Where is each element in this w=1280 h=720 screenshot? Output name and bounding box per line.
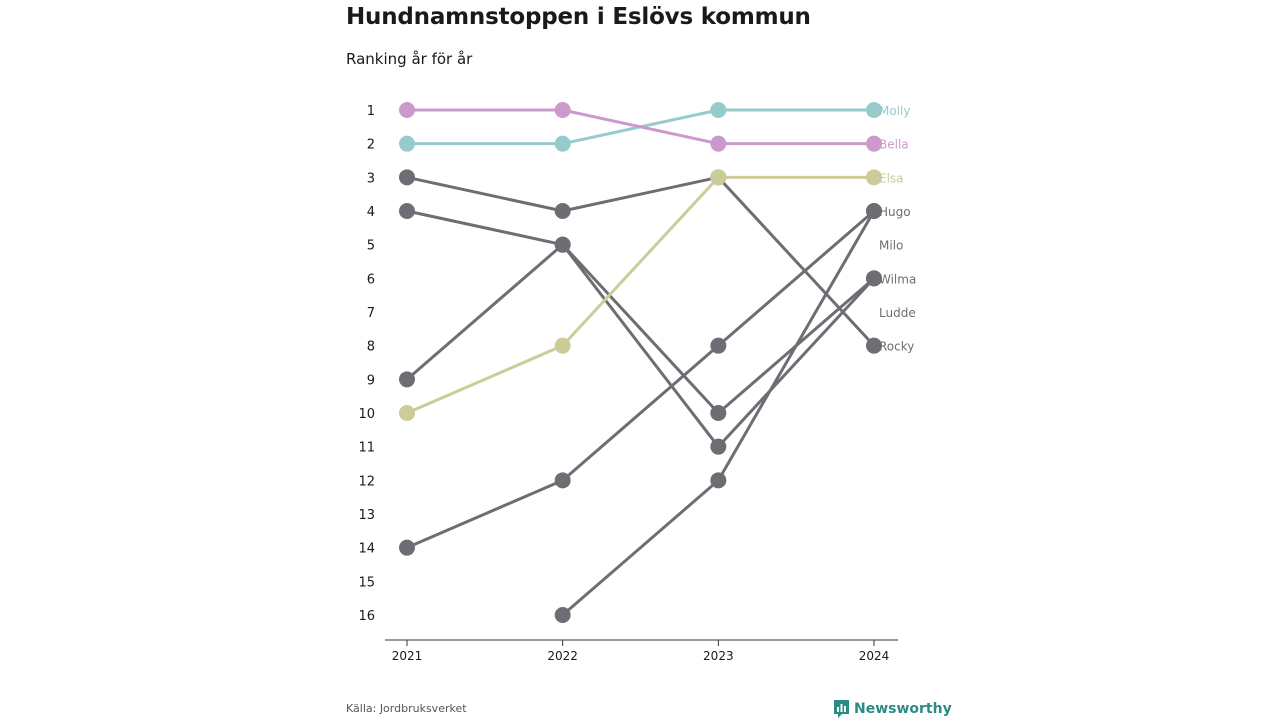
data-point [866,270,882,287]
data-point [710,102,727,118]
brand-name: Newsworthy [854,701,952,717]
data-point [554,203,571,219]
y-tick-label: 5 [367,239,375,254]
bar-chart-logo-icon [834,700,849,718]
series-elsa [399,169,882,421]
data-point [399,405,415,421]
y-tick-label: 13 [358,508,375,523]
series-end-label: Elsa [879,171,904,185]
data-point [554,135,571,152]
series-line [405,209,876,415]
data-point [866,135,882,152]
y-tick-label: 1 [367,104,375,119]
series-end-label: Rocky [879,340,914,354]
brand-logo: Newsworthy [833,699,952,719]
series-line [405,175,876,348]
y-tick-label: 9 [367,373,375,388]
series-wilma [399,203,882,421]
x-tick-label: 2021 [392,649,423,663]
y-tick-label: 8 [367,340,375,355]
series-end-label: Hugo [879,205,911,219]
data-point [399,371,415,388]
data-point [554,607,571,623]
data-point [710,472,727,489]
series-ludde [399,236,882,455]
data-point [710,337,727,354]
x-tick-label: 2022 [547,649,578,663]
y-tick-label: 12 [358,474,375,489]
x-tick-label: 2024 [859,649,890,663]
y-tick-label: 10 [358,407,375,422]
data-point [710,438,727,455]
series-milo [554,203,882,623]
series-line [405,243,876,449]
chart-title: Hundnamnstoppen i Eslövs kommun [346,4,811,30]
source-note: Källa: Jordbruksverket [346,702,467,715]
y-tick-label: 4 [367,205,375,220]
y-tick-label: 16 [358,609,375,624]
data-point [866,203,882,219]
series-line [405,175,876,415]
data-point [399,169,415,186]
series-end-label: Ludde [879,306,916,320]
data-point [866,337,882,354]
series-end-label: Bella [879,138,909,152]
series-hugo [399,203,882,556]
series-line [405,209,876,550]
y-tick-label: 15 [358,575,375,590]
x-tick-label: 2023 [703,649,734,663]
chart-subtitle: Ranking år för år [346,50,473,68]
data-point [554,102,571,118]
data-point [710,135,727,152]
y-tick-label: 3 [367,171,375,186]
data-point [554,236,571,253]
data-point [399,203,415,219]
y-tick-label: 7 [367,306,375,321]
data-point [399,539,415,556]
y-tick-label: 14 [358,542,375,557]
y-tick-label: 2 [367,138,375,153]
data-point [399,102,415,118]
data-point [554,472,571,489]
y-tick-label: 6 [367,272,375,287]
data-point [710,405,727,421]
series-line [405,108,876,146]
y-tick-label: 11 [358,441,375,456]
data-point [710,169,727,186]
data-point [866,102,882,118]
data-point [399,135,415,152]
series-end-label: Milo [879,239,903,253]
data-point [866,169,882,186]
data-point [554,337,571,354]
series-end-label: Molly [879,104,910,118]
series-bella [399,102,882,152]
series-end-label: Wilma [879,272,916,286]
